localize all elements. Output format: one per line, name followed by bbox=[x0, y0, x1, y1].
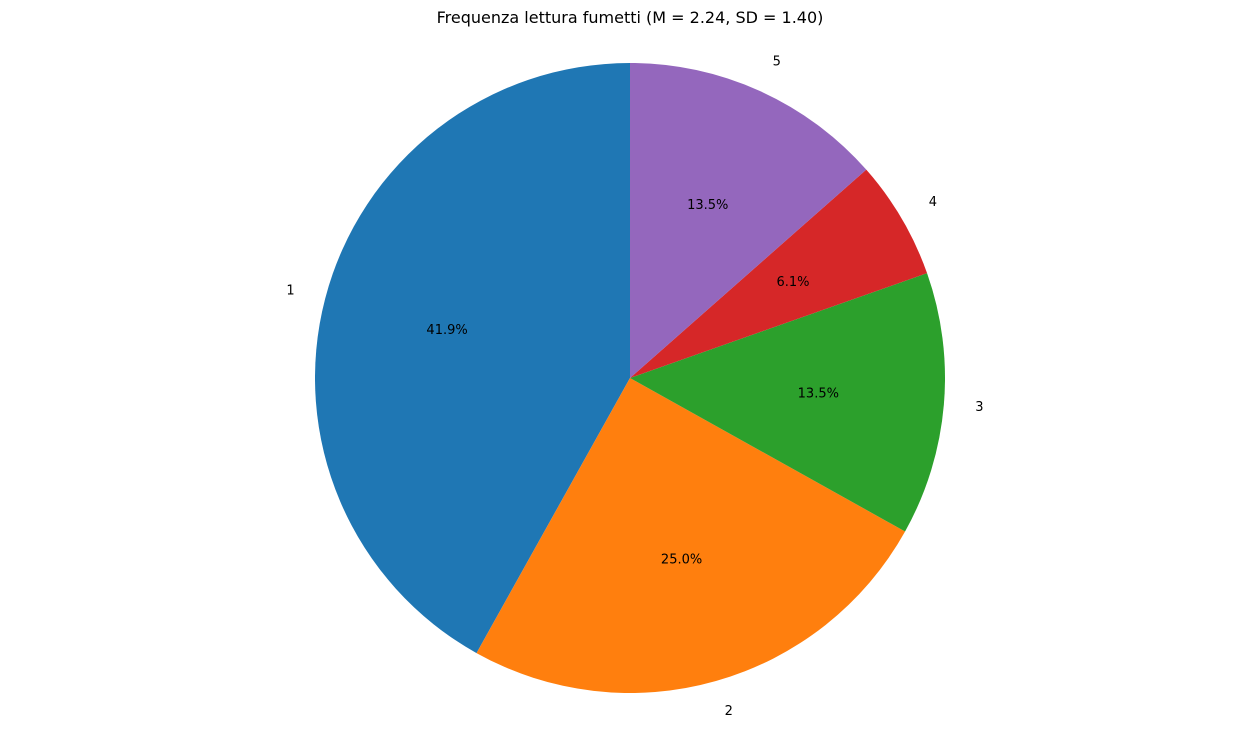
category-label-5: 5 bbox=[773, 55, 781, 70]
percent-label-3: 13.5% bbox=[798, 387, 839, 402]
pie-slice-1 bbox=[315, 63, 630, 654]
category-label-1: 1 bbox=[286, 283, 294, 298]
percent-label-5: 13.5% bbox=[687, 198, 728, 213]
percent-label-1: 41.9% bbox=[426, 323, 467, 338]
category-label-2: 2 bbox=[725, 704, 733, 719]
category-labels: 1 2 3 4 5 bbox=[286, 55, 983, 719]
percent-labels: 41.9% 25.0% 13.5% 6.1% 13.5% bbox=[426, 198, 839, 567]
percent-label-4: 6.1% bbox=[776, 275, 809, 290]
pie-slice-4 bbox=[630, 169, 928, 378]
percent-label-2: 25.0% bbox=[661, 552, 702, 567]
chart-title: Frequenza lettura fumetti (M = 2.24, SD … bbox=[436, 8, 824, 27]
pie-slices bbox=[315, 63, 946, 693]
category-label-3: 3 bbox=[975, 400, 983, 415]
pie-slice-3 bbox=[630, 273, 946, 532]
pie-slice-5 bbox=[630, 63, 867, 378]
pie-slice-2 bbox=[476, 378, 906, 693]
category-label-4: 4 bbox=[929, 195, 937, 210]
